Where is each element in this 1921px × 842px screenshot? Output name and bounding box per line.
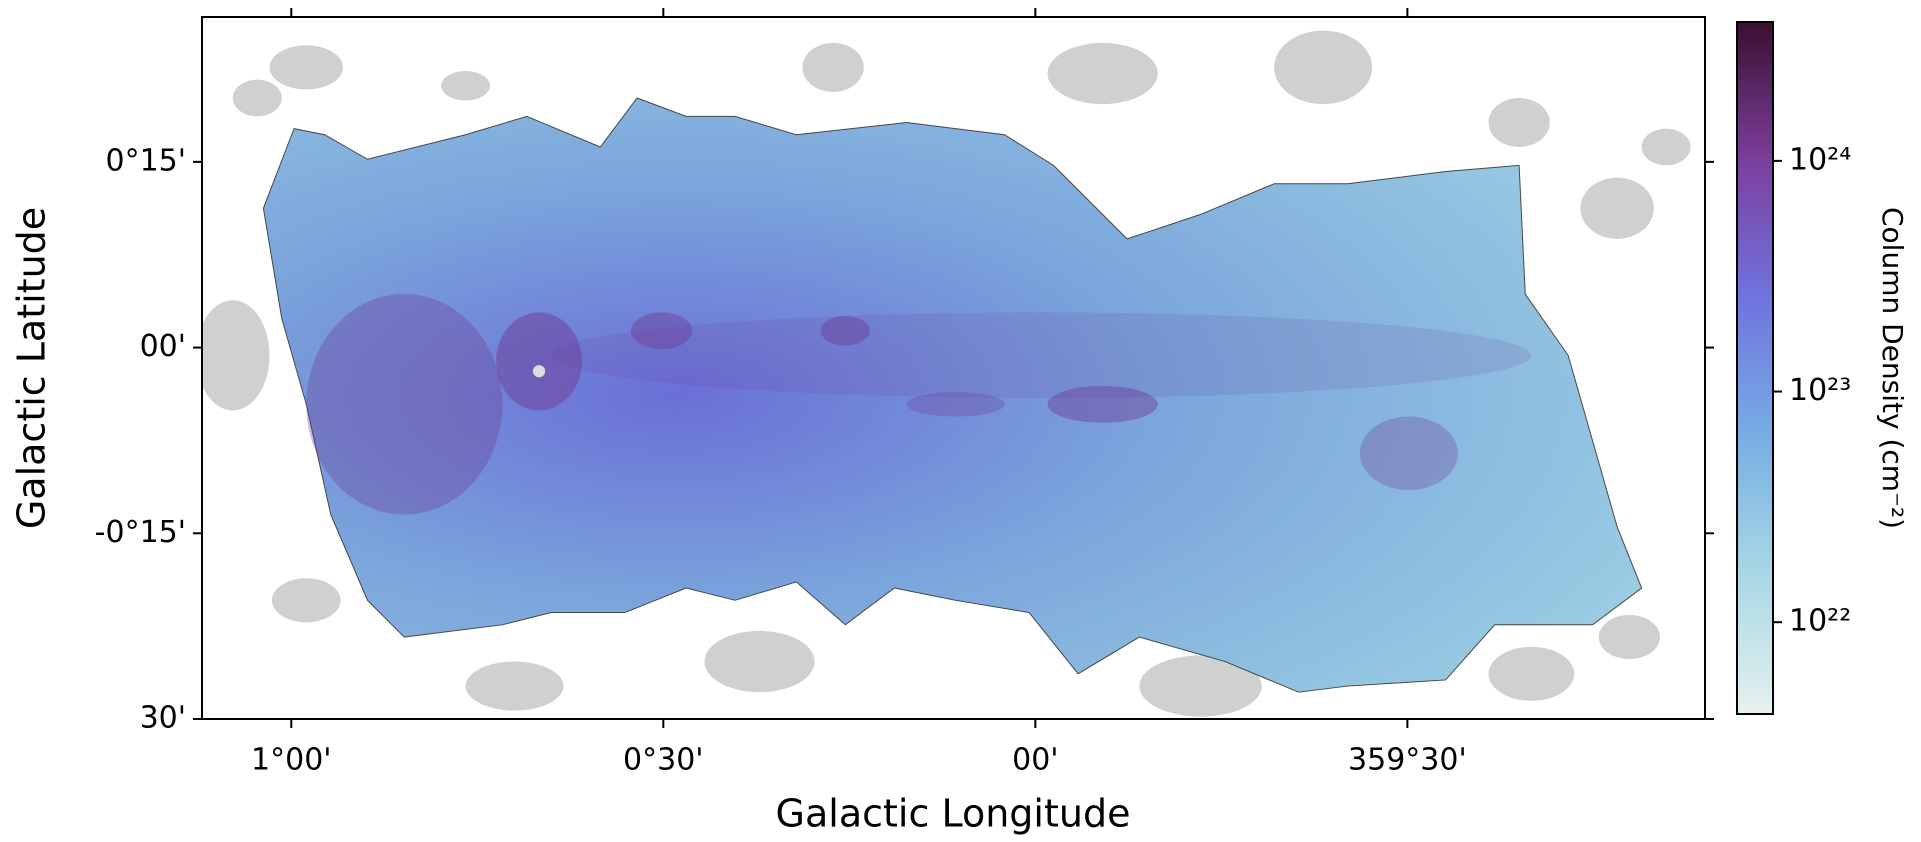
x-axis-label: Galactic Longitude: [776, 792, 1131, 836]
density-region: [262, 97, 1643, 693]
colorbar-tick-label: 10²²: [1789, 604, 1851, 639]
colorbar-tick-label: 10²⁴: [1789, 142, 1851, 177]
colorbar-label: Column Density (cm⁻²): [1876, 207, 1909, 529]
x-tick-label: 00': [1012, 743, 1058, 778]
y-tick-label: 30': [140, 701, 186, 736]
map-shapes: [202, 30, 1691, 717]
y-tick-label: 0°15': [105, 143, 186, 178]
x-tick-label: 0°30': [623, 743, 704, 778]
bright-spot: [532, 365, 546, 378]
colorbar-tick-label: 10²³: [1789, 373, 1851, 408]
y-tick-label: 00': [140, 329, 186, 364]
y-tick-label: -0°15': [95, 515, 186, 550]
outer-patches: [202, 30, 1691, 717]
y-axis-label: Galactic Latitude: [10, 207, 54, 529]
map-image: [202, 30, 1691, 717]
colorbar: [1736, 21, 1774, 715]
plot-frame: [201, 16, 1706, 720]
x-tick-label: 1°00': [251, 743, 332, 778]
dense-features: [306, 294, 1532, 515]
x-tick-label: 359°30': [1348, 743, 1467, 778]
